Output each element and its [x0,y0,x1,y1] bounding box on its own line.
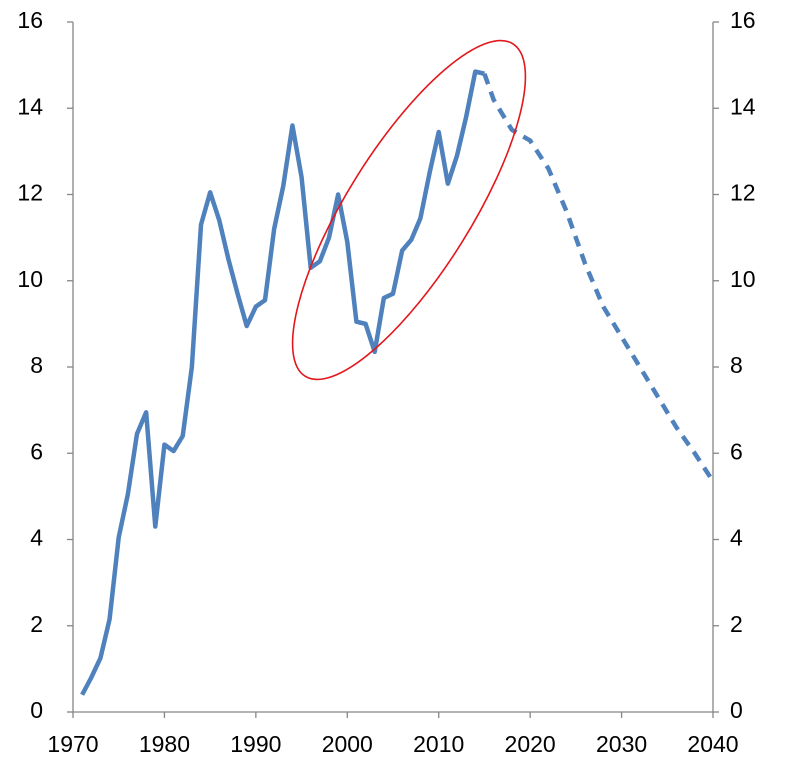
data-line [482,73,715,483]
data-line [80,69,485,696]
y-tick-label: 2 [30,611,43,637]
x-tick-label: 2040 [687,731,738,757]
x-tick-label: 1970 [47,731,98,757]
y2-tick-label: 12 [730,180,756,206]
y2-tick-label: 8 [730,352,743,378]
x-tick-label: 1980 [139,731,190,757]
y-tick-label: 6 [30,438,43,464]
y-tick-label: 0 [30,697,43,723]
y-tick-label: 16 [17,7,43,33]
y2-tick-label: 2 [730,611,743,637]
x-tick-label: 2010 [413,731,464,757]
highlight-ellipse [291,39,527,381]
y-tick-label: 4 [30,525,43,551]
x-tick-label: 1990 [230,731,281,757]
y2-tick-label: 14 [730,93,756,119]
y-tick-label: 8 [30,352,43,378]
x-tick-label: 2000 [322,731,373,757]
y2-tick-label: 6 [730,438,743,464]
x-tick-label: 2020 [505,731,556,757]
y2-tick-label: 0 [730,697,743,723]
y2-tick-label: 10 [730,266,756,292]
y2-tick-label: 4 [730,525,743,551]
y2-tick-label: 16 [730,7,756,33]
y-tick-label: 14 [17,93,43,119]
y-tick-label: 12 [17,180,43,206]
y-tick-label: 10 [17,266,43,292]
x-tick-label: 2030 [596,731,647,757]
